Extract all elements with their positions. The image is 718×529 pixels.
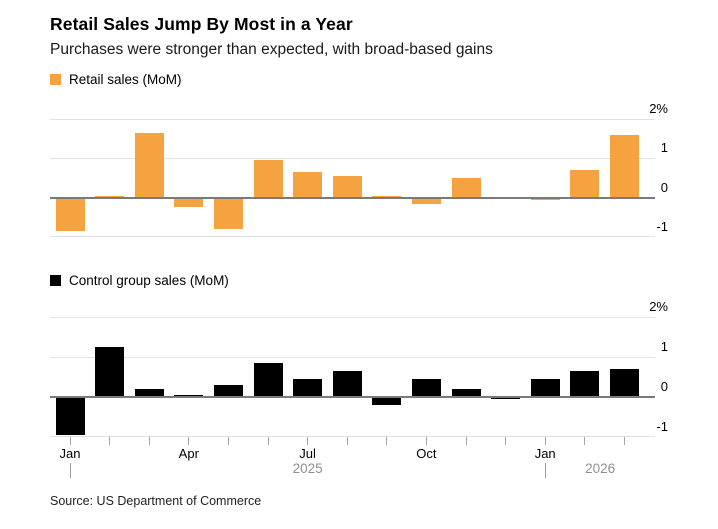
month-label-jul: Jul [299, 446, 316, 461]
ytick-label-0: 0 [660, 379, 668, 394]
ytick-label-1: 1 [660, 339, 668, 354]
bar-retail-sales-aug-2025 [332, 176, 362, 198]
bar-control-group-sales-feb-2025 [95, 347, 125, 397]
chart-title: Retail Sales Jump By Most in a Year [50, 14, 353, 34]
bar-retail-sales-nov-2025 [451, 178, 481, 198]
gridline [50, 236, 655, 237]
x-tick [307, 437, 309, 445]
ytick-label-1: 1 [660, 140, 668, 156]
bar-control-group-sales-may-2025 [213, 385, 243, 397]
bar-retail-sales-mar-2025 [134, 132, 164, 198]
bar-control-group-sales-feb-2026 [570, 371, 600, 397]
x-tick [544, 437, 546, 445]
year-label-2025: 2025 [292, 461, 323, 476]
ytick-label--1: -1 [656, 219, 668, 234]
legend-swatch-icon [50, 274, 61, 286]
x-tick [69, 437, 71, 445]
x-tick [386, 437, 388, 445]
bar-retail-sales-apr-2025 [174, 197, 204, 208]
month-label-jan: Jan [59, 446, 81, 461]
ytick-label-2pct: 2% [649, 299, 668, 314]
month-label-oct: Oct [416, 446, 437, 461]
x-tick [584, 437, 586, 445]
x-tick [346, 437, 348, 445]
bar-retail-sales-jul-2025 [293, 172, 323, 198]
bar-control-group-sales-jun-2025 [253, 363, 283, 397]
year-label-2026: 2026 [585, 461, 616, 476]
x-tick [188, 437, 190, 445]
legend-retail-sales: Retail sales (MoM) [50, 71, 182, 87]
bar-retail-sales-jan-2025 [55, 197, 85, 232]
x-tick [227, 437, 229, 445]
plot-retail-sales [50, 119, 655, 237]
bar-retail-sales-mar-2026 [609, 134, 639, 198]
x-tick [425, 437, 427, 445]
chart-subtitle: Purchases were stronger than expected, w… [50, 41, 493, 58]
zero-line [50, 196, 655, 199]
x-tick [505, 437, 507, 445]
gridline [50, 436, 655, 437]
x-tick [109, 437, 111, 445]
bar-retail-sales-jun-2025 [253, 160, 283, 198]
bar-control-group-sales-nov-2025 [451, 389, 481, 397]
bar-retail-sales-feb-2026 [570, 170, 600, 198]
month-label-jan: Jan [534, 446, 556, 461]
legend-label: Retail sales (MoM) [69, 71, 182, 87]
x-tick [465, 437, 467, 445]
zero-line [50, 396, 655, 398]
plot-control-group-sales [50, 317, 655, 437]
gridline [50, 158, 655, 160]
bar-control-group-sales-jan-2025 [55, 397, 85, 435]
legend-label: Control group sales (MoM) [69, 272, 229, 288]
legend-swatch-icon [50, 73, 61, 85]
legend-control-group-sales: Control group sales (MoM) [50, 272, 229, 288]
x-tick [267, 437, 269, 445]
year-separator [544, 463, 546, 478]
bar-retail-sales-may-2025 [213, 197, 243, 230]
gridline [50, 119, 655, 120]
x-tick [148, 437, 150, 445]
bar-retail-sales-oct-2025 [411, 197, 441, 204]
ytick-label-0: 0 [660, 179, 668, 195]
bar-control-group-sales-sep-2025 [372, 397, 402, 405]
source-note: Source: US Department of Commerce [50, 494, 262, 508]
ytick-label--1: -1 [656, 419, 668, 434]
bar-control-group-sales-aug-2025 [332, 371, 362, 397]
month-label-apr: Apr [178, 446, 199, 461]
bar-control-group-sales-oct-2025 [411, 379, 441, 397]
gridline [50, 317, 655, 318]
ytick-label-2pct: 2% [649, 101, 668, 116]
x-tick [623, 437, 625, 445]
bar-control-group-sales-mar-2026 [609, 369, 639, 397]
gridline [50, 357, 655, 358]
bar-control-group-sales-mar-2025 [134, 389, 164, 397]
year-separator [69, 463, 71, 478]
bar-control-group-sales-jan-2026 [530, 379, 560, 397]
bar-control-group-sales-jul-2025 [293, 379, 323, 397]
